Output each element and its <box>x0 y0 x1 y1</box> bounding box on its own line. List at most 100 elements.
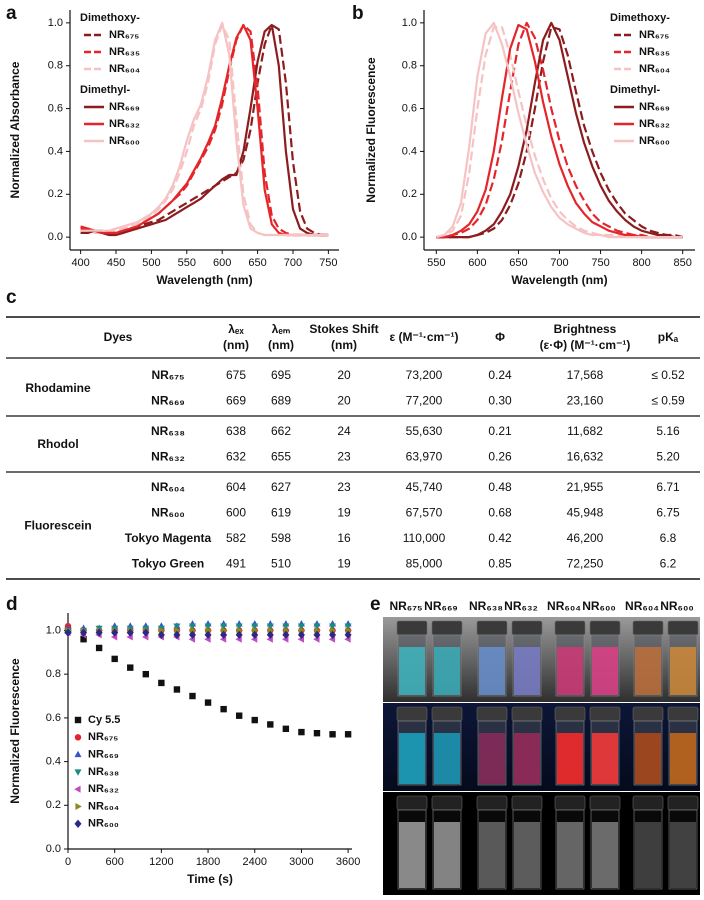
data-point <box>173 623 181 630</box>
x-tick-label: 550 <box>427 257 445 269</box>
table-cell: 689 <box>271 394 291 408</box>
x-tick-label: 700 <box>284 257 302 269</box>
data-point <box>344 731 352 738</box>
table-cell: 510 <box>271 557 291 571</box>
vial-liquid <box>670 647 696 695</box>
legend-label: NR₆₇₅ <box>109 29 139 41</box>
data-point <box>282 623 290 630</box>
x-tick-label: 750 <box>319 257 337 269</box>
x-tick-label: 3000 <box>289 856 313 868</box>
group-name: Rhodol <box>37 437 78 451</box>
data-point <box>251 716 258 724</box>
x-tick-label: 600 <box>213 257 231 269</box>
table-cell: 0.42 <box>488 531 512 545</box>
vial-liquid <box>514 647 540 695</box>
table-cell: 6.2 <box>660 557 677 571</box>
data-point <box>313 623 321 630</box>
table-cell: 0.21 <box>488 424 512 438</box>
table-cell: 619 <box>271 506 291 520</box>
data-point <box>64 628 72 637</box>
data-point <box>329 731 336 738</box>
panel-label: a <box>6 3 17 24</box>
table-header: Stokes Shift <box>309 322 378 336</box>
data-point <box>173 630 181 640</box>
vial-cap <box>589 795 621 811</box>
y-tick-label: 0.2 <box>46 799 61 811</box>
y-tick-label: 0.6 <box>402 102 417 114</box>
table-cell: 604 <box>226 480 246 494</box>
x-tick-label: 650 <box>248 257 266 269</box>
legend-label: NR₆₃₂ <box>109 118 140 130</box>
vial-label: NR₆₀₄ <box>625 599 659 613</box>
x-tick-label: 400 <box>71 257 89 269</box>
legend-label: NR₆₆₉ <box>88 749 119 761</box>
vial-cap <box>396 620 428 636</box>
dye-name: Tokyo Magenta <box>125 531 212 545</box>
y-axis-title: Normalized Fluorescence <box>364 57 378 203</box>
vial-liquid <box>635 733 661 784</box>
table-cell: 23 <box>337 450 351 464</box>
data-point <box>126 628 134 637</box>
table-cell: ≤ 0.52 <box>651 368 685 382</box>
table-cell: 5.16 <box>656 424 680 438</box>
x-tick-label: 450 <box>107 257 125 269</box>
x-tick-label: 1200 <box>149 856 173 868</box>
table-cell: 491 <box>226 557 246 571</box>
vial-cap <box>589 620 621 636</box>
legend-marker <box>74 785 81 793</box>
data-point <box>188 623 197 630</box>
x-tick-label: 500 <box>142 257 160 269</box>
data-point <box>313 729 321 737</box>
table-header: λₑₓ <box>228 322 244 336</box>
table-cell: 582 <box>226 531 246 545</box>
data-point <box>80 628 88 637</box>
vial-cap <box>667 795 699 811</box>
x-tick-label: 600 <box>106 856 124 868</box>
table-cell: 55,630 <box>406 424 443 438</box>
vial-cap <box>667 706 699 722</box>
data-point <box>235 623 243 630</box>
legend-group-title: Dimethyl- <box>80 84 130 96</box>
x-tick-label: 850 <box>674 257 692 269</box>
table-cell: 638 <box>226 424 246 438</box>
table-header: (nm) <box>268 338 294 352</box>
legend-label: NR₆₀₀ <box>109 135 140 147</box>
data-point <box>251 630 259 640</box>
legend-label: NR₆₃₅ <box>639 46 670 58</box>
data-point <box>267 721 274 728</box>
vial-label: NR₆₀₀ <box>660 599 694 613</box>
x-tick-label: 1800 <box>196 856 220 868</box>
spectrum-line <box>436 21 683 239</box>
vial-liquid <box>592 733 618 784</box>
table-cell: 669 <box>226 394 246 408</box>
legend-label: NR₆₇₅ <box>88 731 118 743</box>
data-point <box>142 628 150 637</box>
legend-label: NR₆₃₂ <box>639 118 670 130</box>
panel-label: e <box>370 594 381 615</box>
data-point <box>344 623 352 630</box>
y-tick-label: 1.0 <box>402 17 417 29</box>
vial-cap <box>589 706 621 722</box>
table-header: Dyes <box>104 330 133 344</box>
table-cell: 627 <box>271 480 291 494</box>
dye-name: NR₆₆₉ <box>151 394 185 408</box>
table-cell: 0.48 <box>488 480 512 494</box>
vial-label: NR₆₇₅ <box>389 599 422 613</box>
legend-label: NR₆₀₄ <box>88 800 119 812</box>
panel-label: b <box>352 3 364 24</box>
vial-liquid <box>670 733 696 784</box>
table-cell: 6.71 <box>656 480 680 494</box>
data-point <box>158 679 165 687</box>
legend-group-title: Dimethoxy- <box>80 12 140 24</box>
vial-liquid <box>434 822 460 888</box>
vial-cap <box>554 795 586 811</box>
data-point <box>266 623 274 630</box>
x-tick-label: 700 <box>550 257 568 269</box>
y-tick-label: 0.4 <box>48 145 63 157</box>
legend-label: NR₆₃₅ <box>109 46 140 58</box>
data-point <box>95 644 103 652</box>
table-cell: ≤ 0.59 <box>651 394 685 408</box>
vial-liquid <box>592 647 618 695</box>
spectrum-line <box>436 21 683 239</box>
vial-label: NR₆₆₉ <box>424 599 458 613</box>
